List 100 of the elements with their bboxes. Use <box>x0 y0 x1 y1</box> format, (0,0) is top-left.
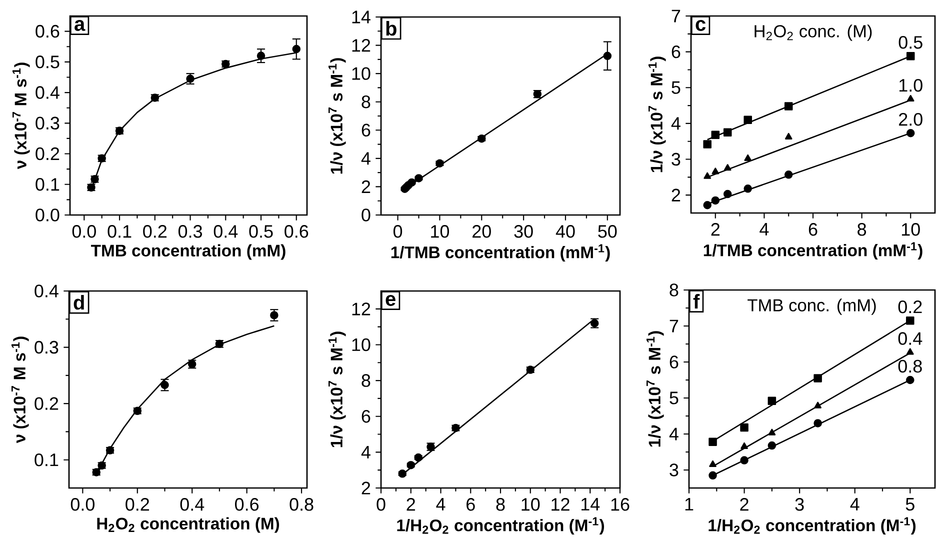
x-axis-title: 1/TMB concentration (mM$^{-1}$) <box>391 244 610 262</box>
y-tick-label: 0.6 <box>36 24 60 38</box>
y-tick-label: 4 <box>361 152 370 165</box>
y-tick-label: 0.3 <box>34 340 58 354</box>
y-tick-label: 4 <box>669 428 678 440</box>
x-axis-title: 1/H$_{2}$O$_{2}$ concentration (M$^{-1}$) <box>397 517 604 535</box>
x-tick-label: 2 <box>406 498 415 511</box>
y-tick-label: 10 <box>352 67 370 80</box>
y-tick-label: 0.4 <box>36 86 60 99</box>
x-axis-title: H$_{2}$O$_{2}$ concentration (M) <box>97 517 280 533</box>
chart-title: b <box>386 21 396 36</box>
y-tick-label: 0.1 <box>36 178 60 191</box>
x-tick-label: 16 <box>611 498 630 511</box>
x-axis-title: 1/H$_{2}$O$_{2}$ concentration (M$^{-1}$) <box>708 517 916 535</box>
y-tick-label: 12 <box>352 302 370 316</box>
x-tick-label: 0.4 <box>214 225 238 238</box>
x-tick-label: 14 <box>582 498 600 510</box>
y-tick-label: 3 <box>670 464 678 476</box>
x-tick-label: 4 <box>436 498 446 510</box>
y-tick-label: 7 <box>670 320 678 332</box>
x-tick-label: 0.3 <box>178 225 202 238</box>
series-label: 0.5 <box>898 36 922 49</box>
y-axis-title: 1/ν (x10$^{7}$ s M$^{-1}$) <box>646 331 664 447</box>
y-tick-label: 4 <box>361 446 370 458</box>
x-tick-label: 3 <box>795 498 804 511</box>
y-tick-label: 6 <box>362 124 370 137</box>
x-tick-label: 6 <box>808 223 818 236</box>
y-tick-label: 0.3 <box>36 116 60 130</box>
y-tick-label: 2 <box>672 188 680 202</box>
series-label: 0.2 <box>898 300 922 314</box>
x-tick-label: 0.2 <box>126 498 150 511</box>
y-tick-label: 0.4 <box>34 284 58 298</box>
legend-title: TMB conc. (mM) <box>748 298 876 315</box>
legend-title: H$_{2}$O$_{2}$ conc. (M) <box>754 24 872 41</box>
y-axis-title: ν (x10$^{-7}$ M s$^{-1}$) <box>12 62 30 170</box>
y-tick-label: 4 <box>671 117 680 130</box>
y-tick-label: 0.2 <box>36 147 60 160</box>
x-tick-label: 0.2 <box>143 225 167 238</box>
y-tick-label: 6 <box>362 410 370 423</box>
chart-title: f <box>693 294 700 308</box>
x-tick-label: 50 <box>598 225 617 238</box>
x-tick-label: 0.0 <box>72 225 96 238</box>
x-tick-label: 30 <box>514 225 533 238</box>
x-axis-title: 1/TMB concentration (mM$^{-1}$) <box>704 242 922 260</box>
series-label: 0.8 <box>898 360 922 373</box>
x-tick-label: 10 <box>902 223 920 236</box>
y-tick-label: 6 <box>672 45 680 58</box>
y-tick-label: 0 <box>362 208 370 222</box>
y-tick-label: 8 <box>362 95 370 108</box>
x-axis-title: TMB concentration (mM) <box>91 244 286 260</box>
chart-title: c <box>696 20 706 31</box>
x-tick-label: 0 <box>376 498 386 511</box>
chart-title: a <box>74 20 86 31</box>
series-label: 2.0 <box>898 113 922 126</box>
x-tick-label: 8 <box>496 498 505 511</box>
y-tick-label: 10 <box>352 338 370 352</box>
x-tick-label: 0 <box>393 225 402 238</box>
x-tick-label: 0.8 <box>290 498 314 511</box>
y-tick-label: 8 <box>362 374 370 387</box>
y-tick-label: 5 <box>672 81 680 94</box>
x-tick-label: 0.1 <box>108 225 132 238</box>
y-tick-label: 2 <box>362 482 370 494</box>
y-tick-label: 5 <box>670 392 678 404</box>
y-axis-title: 1/ν (x10$^{7}$ s M$^{-1}$) <box>648 56 666 172</box>
chart-title: e <box>386 295 396 306</box>
x-tick-label: 2 <box>740 498 748 511</box>
y-tick-label: 0.1 <box>34 453 58 466</box>
x-tick-label: 40 <box>556 225 575 238</box>
y-tick-label: 0.0 <box>36 208 60 222</box>
x-tick-label: 0.4 <box>180 498 204 511</box>
x-tick-label: 10 <box>522 498 540 511</box>
y-tick-label: 8 <box>670 284 678 296</box>
y-tick-label: 3 <box>672 152 680 166</box>
chart-title: d <box>74 295 84 310</box>
x-tick-label: 2 <box>711 223 720 236</box>
x-tick-label: 4 <box>850 498 860 510</box>
y-tick-label: 12 <box>352 39 370 52</box>
x-tick-label: 20 <box>472 225 491 238</box>
y-axis-title: 1/ν (x10$^{7}$ s M$^{-1}$) <box>328 332 346 448</box>
x-tick-label: 10 <box>431 225 450 238</box>
y-tick-label: 0.2 <box>34 397 58 410</box>
y-axis-title: ν (x10$^{-7}$ M s$^{-1}$) <box>11 336 29 444</box>
x-tick-label: 12 <box>552 498 570 511</box>
x-tick-label: 0.5 <box>249 225 273 238</box>
x-tick-label: 1 <box>685 498 694 510</box>
y-tick-label: 14 <box>352 10 370 24</box>
y-axis-title: 1/ν (x10$^{7}$ s M$^{-1}$) <box>328 58 346 174</box>
y-tick-label: 0.5 <box>36 56 60 68</box>
y-tick-label: 6 <box>670 356 678 368</box>
x-tick-label: 8 <box>858 223 866 236</box>
series-label: 1.0 <box>899 78 922 92</box>
x-tick-label: 4 <box>760 223 769 236</box>
x-tick-label: 0.0 <box>70 498 94 511</box>
x-tick-label: 0.6 <box>235 498 259 511</box>
y-tick-label: 2 <box>362 180 370 193</box>
y-tick-label: 7 <box>672 10 680 22</box>
series-label: 0.4 <box>898 332 922 345</box>
x-tick-label: 5 <box>906 498 914 511</box>
x-tick-label: 0.6 <box>284 225 308 238</box>
x-tick-label: 6 <box>466 498 475 511</box>
